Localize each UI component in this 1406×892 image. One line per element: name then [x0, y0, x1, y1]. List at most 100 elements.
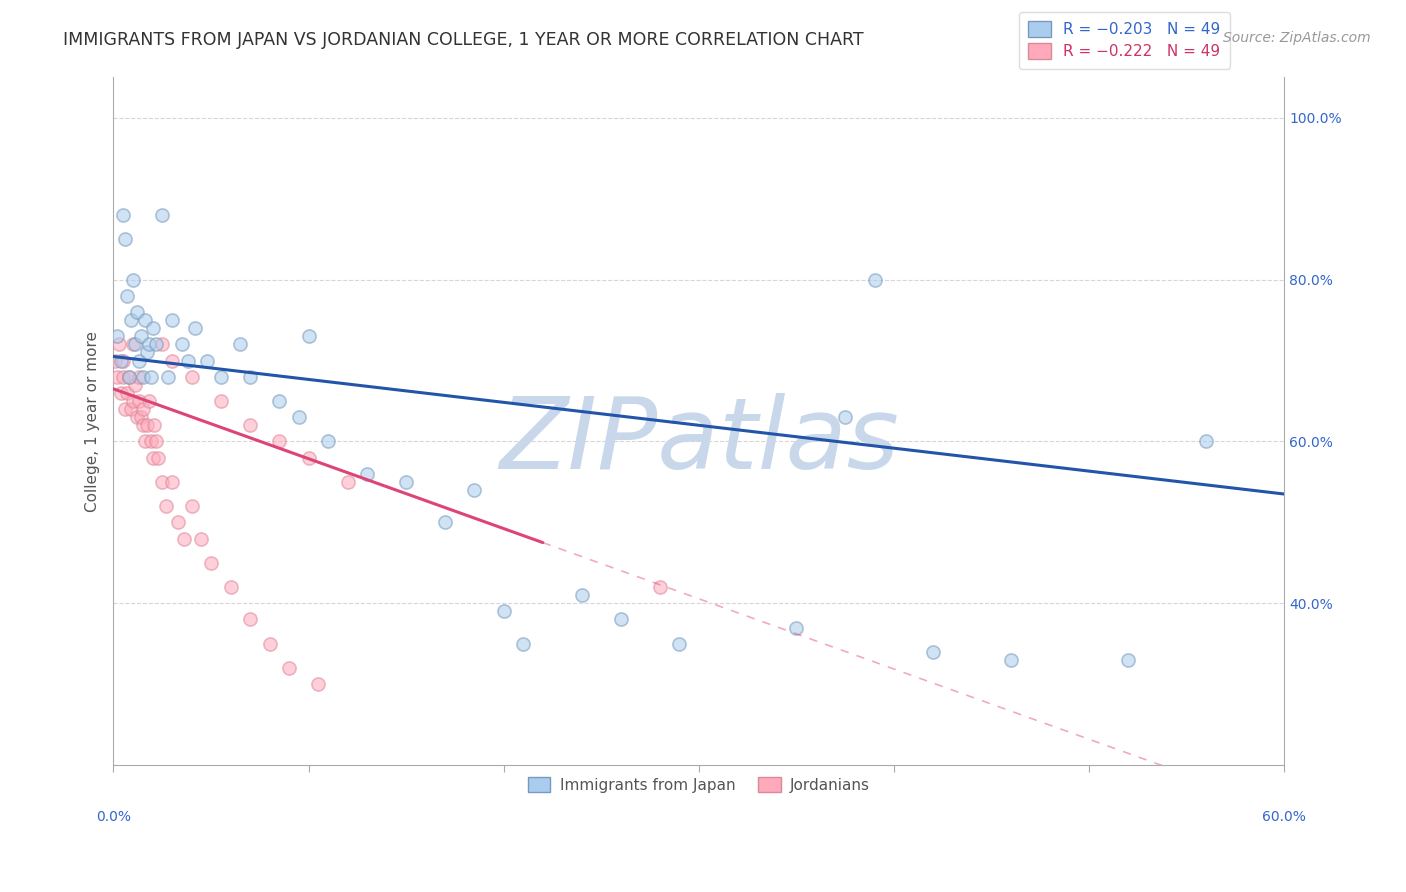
- Point: [135, 345, 157, 359]
- Point: [122, 394, 145, 409]
- Point: [128, 369, 150, 384]
- Point: [229, 337, 252, 351]
- Point: [105, 329, 128, 343]
- Point: [1116, 653, 1139, 667]
- Point: [160, 313, 183, 327]
- Point: [143, 418, 166, 433]
- Point: [105, 369, 128, 384]
- Point: [180, 369, 202, 384]
- Point: [219, 580, 242, 594]
- Point: [141, 450, 163, 465]
- Point: [139, 369, 162, 384]
- Point: [132, 369, 155, 384]
- Point: [150, 475, 173, 489]
- Point: [132, 418, 155, 433]
- Point: [120, 402, 142, 417]
- Point: [134, 434, 156, 449]
- Point: [668, 637, 690, 651]
- Point: [834, 410, 856, 425]
- Point: [1195, 434, 1218, 449]
- Point: [135, 418, 157, 433]
- Point: [336, 475, 359, 489]
- Point: [114, 402, 136, 417]
- Text: 60.0%: 60.0%: [1263, 810, 1306, 823]
- Point: [209, 394, 232, 409]
- Point: [138, 337, 160, 351]
- Point: [114, 232, 136, 246]
- Point: [167, 516, 190, 530]
- Point: [129, 410, 152, 425]
- Point: [118, 369, 141, 384]
- Point: [512, 637, 534, 651]
- Point: [170, 337, 193, 351]
- Point: [160, 475, 183, 489]
- Point: [239, 369, 262, 384]
- Point: [125, 410, 148, 425]
- Point: [610, 612, 633, 626]
- Point: [150, 208, 173, 222]
- Text: IMMIGRANTS FROM JAPAN VS JORDANIAN COLLEGE, 1 YEAR OR MORE CORRELATION CHART: IMMIGRANTS FROM JAPAN VS JORDANIAN COLLE…: [63, 31, 863, 49]
- Text: 0.0%: 0.0%: [96, 810, 131, 823]
- Point: [112, 353, 135, 368]
- Point: [288, 410, 311, 425]
- Point: [104, 353, 127, 368]
- Point: [134, 313, 156, 327]
- Point: [298, 450, 321, 465]
- Text: Source: ZipAtlas.com: Source: ZipAtlas.com: [1223, 31, 1371, 45]
- Point: [395, 475, 418, 489]
- Point: [120, 313, 142, 327]
- Point: [118, 369, 141, 384]
- Point: [180, 499, 202, 513]
- Point: [190, 532, 212, 546]
- Point: [239, 612, 262, 626]
- Text: ZIPatlas: ZIPatlas: [499, 393, 898, 491]
- Point: [128, 394, 150, 409]
- Point: [239, 418, 262, 433]
- Point: [112, 208, 135, 222]
- Point: [863, 273, 886, 287]
- Point: [356, 467, 378, 481]
- Point: [110, 385, 132, 400]
- Point: [132, 402, 155, 417]
- Point: [173, 532, 195, 546]
- Point: [434, 516, 457, 530]
- Point: [648, 580, 671, 594]
- Point: [157, 369, 180, 384]
- Point: [307, 677, 329, 691]
- Point: [110, 353, 132, 368]
- Point: [124, 337, 146, 351]
- Point: [278, 661, 301, 675]
- Point: [184, 321, 207, 335]
- Point: [125, 305, 148, 319]
- Point: [115, 289, 138, 303]
- Point: [200, 556, 222, 570]
- Point: [463, 483, 485, 497]
- Point: [176, 353, 198, 368]
- Point: [492, 604, 515, 618]
- Point: [785, 620, 807, 634]
- Point: [150, 337, 173, 351]
- Point: [141, 321, 163, 335]
- Legend: Immigrants from Japan, Jordanians: Immigrants from Japan, Jordanians: [522, 771, 876, 798]
- Point: [195, 353, 218, 368]
- Point: [269, 394, 291, 409]
- Point: [128, 353, 150, 368]
- Point: [269, 434, 291, 449]
- Point: [139, 434, 162, 449]
- Point: [298, 329, 321, 343]
- Point: [922, 645, 945, 659]
- Point: [138, 394, 160, 409]
- Point: [259, 637, 281, 651]
- Point: [122, 337, 145, 351]
- Point: [160, 353, 183, 368]
- Point: [145, 434, 167, 449]
- Y-axis label: College, 1 year or more: College, 1 year or more: [86, 331, 100, 512]
- Point: [108, 337, 131, 351]
- Point: [209, 369, 232, 384]
- Point: [122, 273, 145, 287]
- Point: [115, 385, 138, 400]
- Point: [145, 337, 167, 351]
- Point: [112, 369, 135, 384]
- Point: [124, 377, 146, 392]
- Point: [155, 499, 177, 513]
